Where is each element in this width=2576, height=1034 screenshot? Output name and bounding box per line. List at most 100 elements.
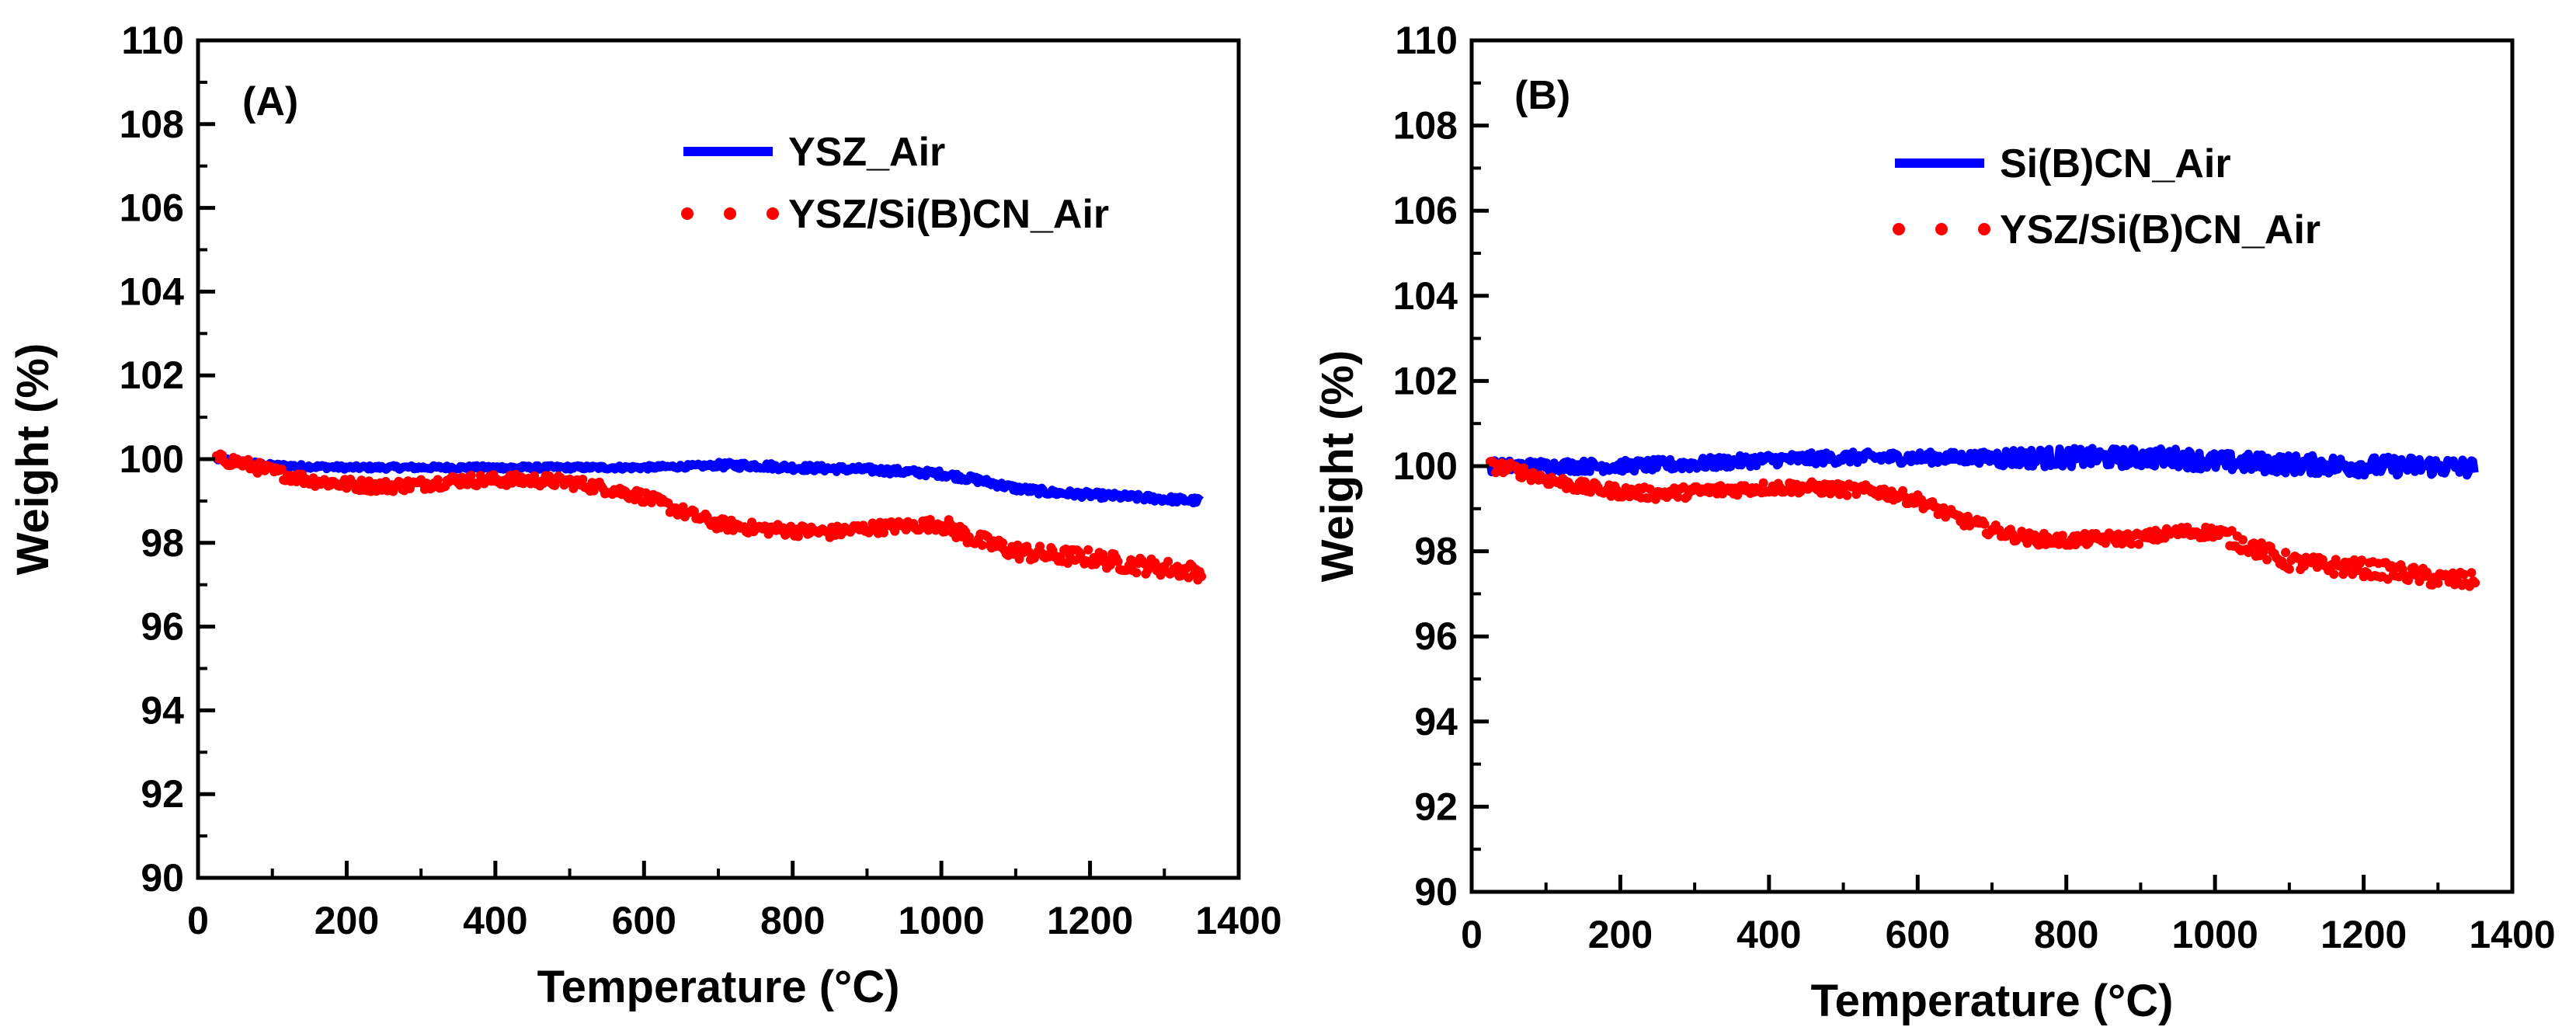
legend-label: YSZ/Si(B)CN_Air — [2000, 207, 2320, 252]
x-tick-label: 600 — [612, 899, 676, 942]
x-tick-label: 400 — [1736, 913, 1801, 956]
x-tick-label: 1200 — [1047, 899, 1133, 942]
series-point — [977, 540, 987, 550]
series-point — [2466, 568, 2477, 578]
y-tick-label: 98 — [141, 521, 184, 565]
series-point — [1163, 556, 1173, 566]
series-point — [2433, 578, 2443, 588]
x-tick-label: 1400 — [1195, 899, 1281, 942]
series-point — [530, 471, 540, 481]
y-tick-label: 100 — [120, 437, 184, 481]
y-tick-label: 94 — [1414, 700, 1458, 743]
x-tick-label: 1000 — [899, 899, 985, 942]
series-point — [879, 527, 888, 538]
series-point — [1070, 555, 1080, 566]
series-point — [466, 470, 476, 480]
x-tick-label: 200 — [315, 899, 379, 942]
series-point — [1098, 549, 1108, 559]
y-tick-label: 108 — [120, 103, 184, 146]
legend-swatch-dot — [767, 207, 779, 220]
series-point — [433, 475, 443, 485]
x-tick-label: 600 — [1886, 913, 1950, 956]
x-axis-title: Temperature (°C) — [1811, 976, 2174, 1026]
series-point — [578, 475, 588, 484]
panel-label: (B) — [1514, 73, 1570, 118]
series-point — [2329, 569, 2339, 580]
y-tick-label: 102 — [1393, 359, 1458, 402]
series-point — [2126, 539, 2136, 549]
x-tick-label: 1000 — [2172, 913, 2258, 956]
panel-label: (A) — [242, 79, 298, 124]
chart-panel-1: YSZ_Air YSZ/Si(B)CN_Air 0 200 400 600 800 1000 1… — [8, 19, 1282, 1012]
series-point — [1083, 545, 1093, 555]
y-tick-label: 92 — [1414, 785, 1458, 828]
series-point — [252, 468, 262, 478]
series-point — [2262, 555, 2272, 565]
x-tick-label: 0 — [187, 899, 209, 942]
series-point — [1113, 556, 1123, 566]
y-tick-label: 98 — [1414, 530, 1458, 573]
series-point — [2030, 530, 2039, 540]
series-line — [1486, 444, 2479, 480]
legend-swatch-dot — [1893, 223, 1905, 235]
series-point — [1197, 572, 1207, 581]
series-point — [1678, 482, 1688, 492]
y-tick-label: 94 — [141, 688, 184, 732]
series-point — [2101, 538, 2110, 548]
series-point — [1758, 478, 1768, 488]
y-axis-title: Weight (%) — [8, 343, 58, 576]
x-tick-label: 800 — [2034, 913, 2098, 956]
y-tick-label: 110 — [121, 19, 184, 62]
series-point — [550, 480, 560, 490]
legend-swatch-dot — [1978, 223, 1990, 235]
legend-label: YSZ_Air — [788, 130, 945, 175]
x-tick-label: 1400 — [2469, 913, 2555, 956]
series-2 — [1485, 456, 2480, 591]
y-tick-label: 90 — [1414, 870, 1458, 914]
y-tick-label: 96 — [141, 605, 184, 649]
series-point — [1105, 560, 1115, 570]
series-point — [1062, 559, 1072, 568]
legend-swatch-dot — [724, 207, 736, 220]
x-tick-label: 0 — [1461, 913, 1483, 956]
y-tick-label: 92 — [141, 772, 184, 816]
series-point — [2281, 548, 2291, 558]
x-tick-label: 1200 — [2320, 913, 2407, 956]
series-point — [276, 465, 287, 474]
chart-panel-2: Si(B)CN_Air YSZ/Si(B)CN_Air 0 200 400 600 800 1… — [1312, 19, 2556, 1026]
y-tick-label: 110 — [1395, 19, 1458, 62]
series-point — [2284, 564, 2294, 574]
y-tick-label: 104 — [1393, 274, 1458, 318]
series-point — [2470, 578, 2480, 588]
y-tick-label: 108 — [1393, 104, 1458, 148]
y-tick-label: 96 — [1414, 614, 1458, 658]
series-1 — [1486, 444, 2479, 480]
x-axis-title: Temperature (°C) — [537, 962, 900, 1012]
series-1 — [213, 453, 1204, 508]
series-line — [213, 453, 1204, 508]
legend-swatch-dot — [1935, 223, 1948, 235]
series-point — [2134, 539, 2143, 549]
series-point — [998, 538, 1008, 548]
series-point — [1606, 491, 1616, 501]
y-axis-title: Weight (%) — [1312, 350, 1363, 583]
series-point — [1132, 568, 1142, 578]
y-tick-label: 100 — [1393, 444, 1458, 488]
series-point — [2459, 569, 2469, 580]
series-point — [544, 471, 554, 481]
y-tick-label: 106 — [1393, 189, 1458, 232]
legend-label: Si(B)CN_Air — [2000, 141, 2231, 186]
y-tick-label: 104 — [120, 270, 185, 313]
x-tick-label: 800 — [760, 899, 825, 942]
x-tick-label: 400 — [463, 899, 527, 942]
series-point — [1150, 558, 1160, 568]
series-point — [1673, 492, 1683, 502]
y-tick-label: 102 — [120, 353, 184, 397]
series-point — [1980, 519, 1990, 529]
series-point — [2357, 555, 2367, 566]
legend-label: YSZ/Si(B)CN_Air — [788, 192, 1109, 237]
series-point — [1842, 490, 1852, 500]
y-tick-label: 106 — [120, 186, 184, 230]
x-tick-label: 200 — [1588, 913, 1653, 956]
series-2 — [211, 449, 1207, 585]
